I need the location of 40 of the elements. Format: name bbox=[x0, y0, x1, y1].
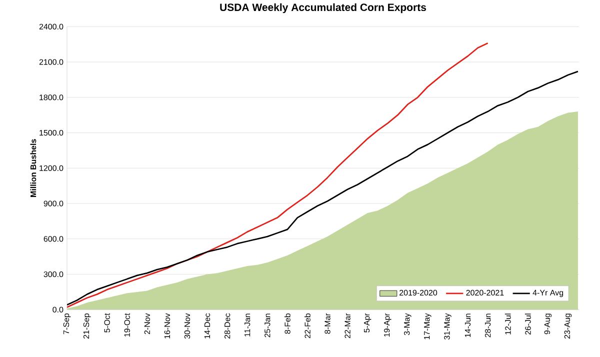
x-tick-label: 11-Jan bbox=[244, 314, 250, 337]
y-tick-label: 1200.0 bbox=[40, 165, 64, 172]
y-tick-label: 0.0 bbox=[52, 306, 64, 313]
legend-label: 2020-2021 bbox=[466, 290, 504, 296]
x-tick-label: 9-Aug bbox=[544, 314, 552, 334]
x-tick-label: 8-Mar bbox=[324, 313, 330, 334]
y-tick-label: 600.0 bbox=[44, 236, 64, 242]
x-tick-label: 8-Feb bbox=[284, 314, 290, 334]
x-tick-label: 7-Sep bbox=[63, 314, 71, 334]
x-tick-label: 28-Jun bbox=[484, 314, 491, 338]
legend-label: 4-Yr Avg bbox=[532, 290, 564, 298]
x-tick-label: 3-May bbox=[404, 313, 412, 336]
y-tick-label: 1800.0 bbox=[40, 94, 64, 100]
x-tick-label: 23-Aug bbox=[564, 314, 572, 339]
series-label: 2019-2020 bbox=[400, 290, 438, 296]
x-tick-label: 26-Jul bbox=[524, 314, 531, 335]
x-tick-label: 22-Mar bbox=[344, 313, 350, 338]
x-tick-label: 5-Oct bbox=[104, 313, 110, 333]
x-tick-label: 19-Oct bbox=[124, 313, 130, 337]
x-tick-label: 22-Feb bbox=[304, 314, 310, 338]
x-tick-label: 19-Apr bbox=[384, 313, 392, 337]
x-tick-label: 16-Nov bbox=[164, 313, 170, 339]
x-tick-label: 17-May bbox=[424, 313, 432, 340]
x-tick-label: 30-Nov bbox=[184, 313, 190, 339]
y-tick-label: 2100.0 bbox=[39, 59, 64, 66]
y-axis-title: Million Bushels bbox=[30, 139, 36, 198]
y-tick-label: 300.0 bbox=[44, 272, 64, 278]
x-tick-label: 31-May bbox=[444, 313, 452, 340]
x-tick-label: 28-Dec bbox=[224, 314, 230, 339]
x-tick-label: 14-Dec bbox=[204, 314, 210, 339]
x-tick-label: 25-Jan bbox=[264, 314, 270, 338]
chart-title: USDA Weekly Accumulated Corn Exports bbox=[220, 4, 426, 14]
x-tick-label: 5-Apr bbox=[364, 313, 372, 333]
x-tick-label: 14-Jun bbox=[464, 314, 471, 338]
y-tick-label: 2400.0 bbox=[39, 24, 64, 30]
y-tick-label: 900.0 bbox=[44, 200, 64, 207]
x-tick-label: 12-Jul bbox=[504, 314, 511, 335]
x-tick-label: 2-Nov bbox=[144, 313, 150, 334]
y-tick-label: 1500.0 bbox=[40, 130, 64, 136]
x-tick-label: 21-Sep bbox=[83, 314, 91, 339]
